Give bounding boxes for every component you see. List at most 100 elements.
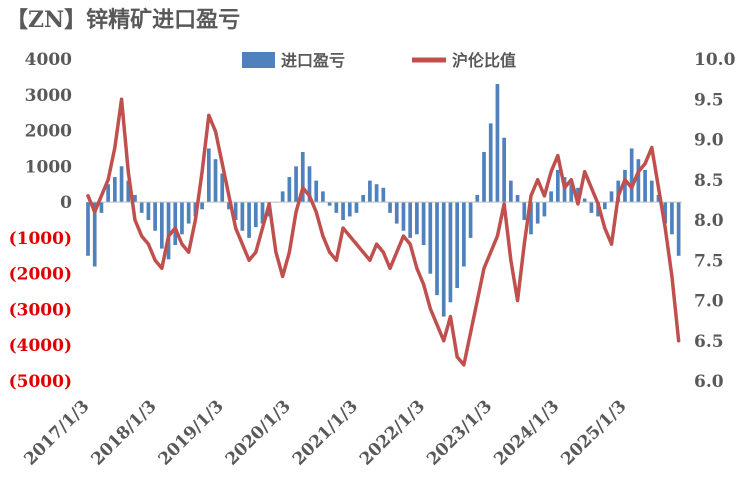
- x-tick-label: 2025/1/3: [557, 396, 630, 469]
- bar-0: [86, 202, 90, 256]
- line-point-88: [677, 339, 681, 343]
- bar-60: [488, 123, 493, 203]
- line-point-37: [334, 258, 338, 262]
- line-point-71: [562, 186, 567, 190]
- left-tick-label: (3000): [9, 300, 72, 320]
- bar-19: [213, 159, 218, 203]
- bar-74: [582, 198, 587, 203]
- bar-10: [153, 202, 157, 231]
- bar-9: [146, 202, 151, 220]
- line-point-9: [146, 242, 151, 246]
- line-point-66: [529, 194, 533, 198]
- line-point-82: [636, 170, 640, 174]
- left-tick-label: (2000): [9, 265, 72, 285]
- bar-47: [401, 202, 406, 231]
- bar-series: [86, 84, 681, 317]
- bar-85: [656, 194, 661, 203]
- line-point-57: [468, 331, 473, 335]
- line-point-8: [140, 234, 144, 238]
- bar-35: [321, 191, 325, 203]
- bar-87: [670, 202, 674, 235]
- bar-8: [139, 202, 144, 213]
- line-point-74: [583, 170, 587, 174]
- bar-56: [462, 202, 466, 267]
- bar-88: [676, 202, 681, 256]
- line-point-36: [328, 250, 332, 254]
- line-point-13: [173, 226, 177, 230]
- bar-6: [126, 180, 131, 203]
- line-point-42: [368, 258, 372, 262]
- right-tick-label: 7.5: [694, 251, 724, 271]
- line-point-19: [213, 129, 218, 134]
- left-tick-label: (4000): [9, 336, 72, 356]
- line-point-12: [166, 234, 171, 238]
- line-point-46: [395, 250, 399, 254]
- line-path: [86, 97, 681, 367]
- bar-84: [649, 180, 654, 203]
- left-tick-label: 2000: [25, 122, 72, 142]
- bar-51: [428, 202, 433, 274]
- line-point-0: [86, 194, 90, 198]
- bar-39: [347, 202, 352, 217]
- x-tick-label: 2020/1/3: [222, 396, 295, 469]
- bar-72: [569, 184, 574, 203]
- line-point-30: [287, 250, 291, 254]
- line-point-62: [502, 202, 506, 206]
- line-point-14: [180, 242, 184, 246]
- bar-11: [159, 202, 164, 249]
- bar-48: [408, 202, 413, 238]
- line-point-60: [489, 250, 493, 254]
- right-tick-label: 9.5: [694, 90, 724, 110]
- right-tick-label: 6.5: [694, 332, 724, 352]
- right-tick-label: 8.0: [694, 211, 724, 231]
- line-point-32: [301, 186, 305, 190]
- chart-title: 【ZN】锌精矿进口盈亏: [6, 7, 240, 33]
- line-point-50: [421, 282, 426, 286]
- line-point-39: [348, 234, 352, 238]
- bar-54: [448, 202, 453, 303]
- line-point-59: [482, 266, 486, 270]
- line-point-48: [408, 242, 412, 246]
- bar-2: [99, 202, 104, 213]
- bar-80: [623, 169, 627, 203]
- line-point-53: [442, 339, 446, 343]
- line-point-77: [603, 226, 607, 230]
- bar-83: [643, 169, 647, 203]
- bar-1: [92, 202, 97, 267]
- line-point-29: [281, 274, 285, 278]
- line-point-5: [119, 97, 124, 101]
- line-point-49: [415, 266, 419, 270]
- line-point-27: [267, 202, 271, 206]
- line-point-64: [515, 298, 520, 303]
- left-tick-label: (5000): [9, 372, 72, 392]
- bar-24: [247, 202, 251, 238]
- right-tick-label: 6.0: [694, 372, 724, 392]
- line-point-68: [542, 194, 547, 198]
- line-point-20: [220, 162, 224, 166]
- line-point-18: [207, 113, 211, 117]
- left-axis: 4000 3000 2000 1000 0 (1000) (2000) (3000) (4000…: [9, 50, 73, 392]
- line-point-2: [99, 194, 104, 198]
- bar-69: [549, 191, 553, 203]
- bar-23: [240, 202, 245, 231]
- bar-40: [354, 202, 359, 213]
- bar-45: [388, 202, 392, 213]
- bar-81: [629, 148, 634, 203]
- bar-55: [455, 202, 459, 288]
- bar-50: [421, 202, 426, 246]
- bar-70: [555, 169, 560, 203]
- bar-57: [468, 202, 473, 238]
- line-point-61: [495, 234, 500, 238]
- line-point-22: [234, 226, 238, 230]
- x-tick-label: 2019/1/3: [155, 396, 228, 469]
- bar-12: [166, 202, 171, 260]
- bar-41: [361, 194, 366, 203]
- line-point-16: [193, 218, 197, 222]
- x-tick-label: 2022/1/3: [356, 396, 429, 469]
- bar-46: [394, 202, 399, 224]
- line-point-84: [650, 145, 654, 150]
- right-tick-label: 8.5: [694, 171, 724, 191]
- x-tick-label: 2017/1/3: [20, 396, 93, 469]
- line-point-65: [522, 242, 526, 246]
- line-point-23: [240, 242, 244, 246]
